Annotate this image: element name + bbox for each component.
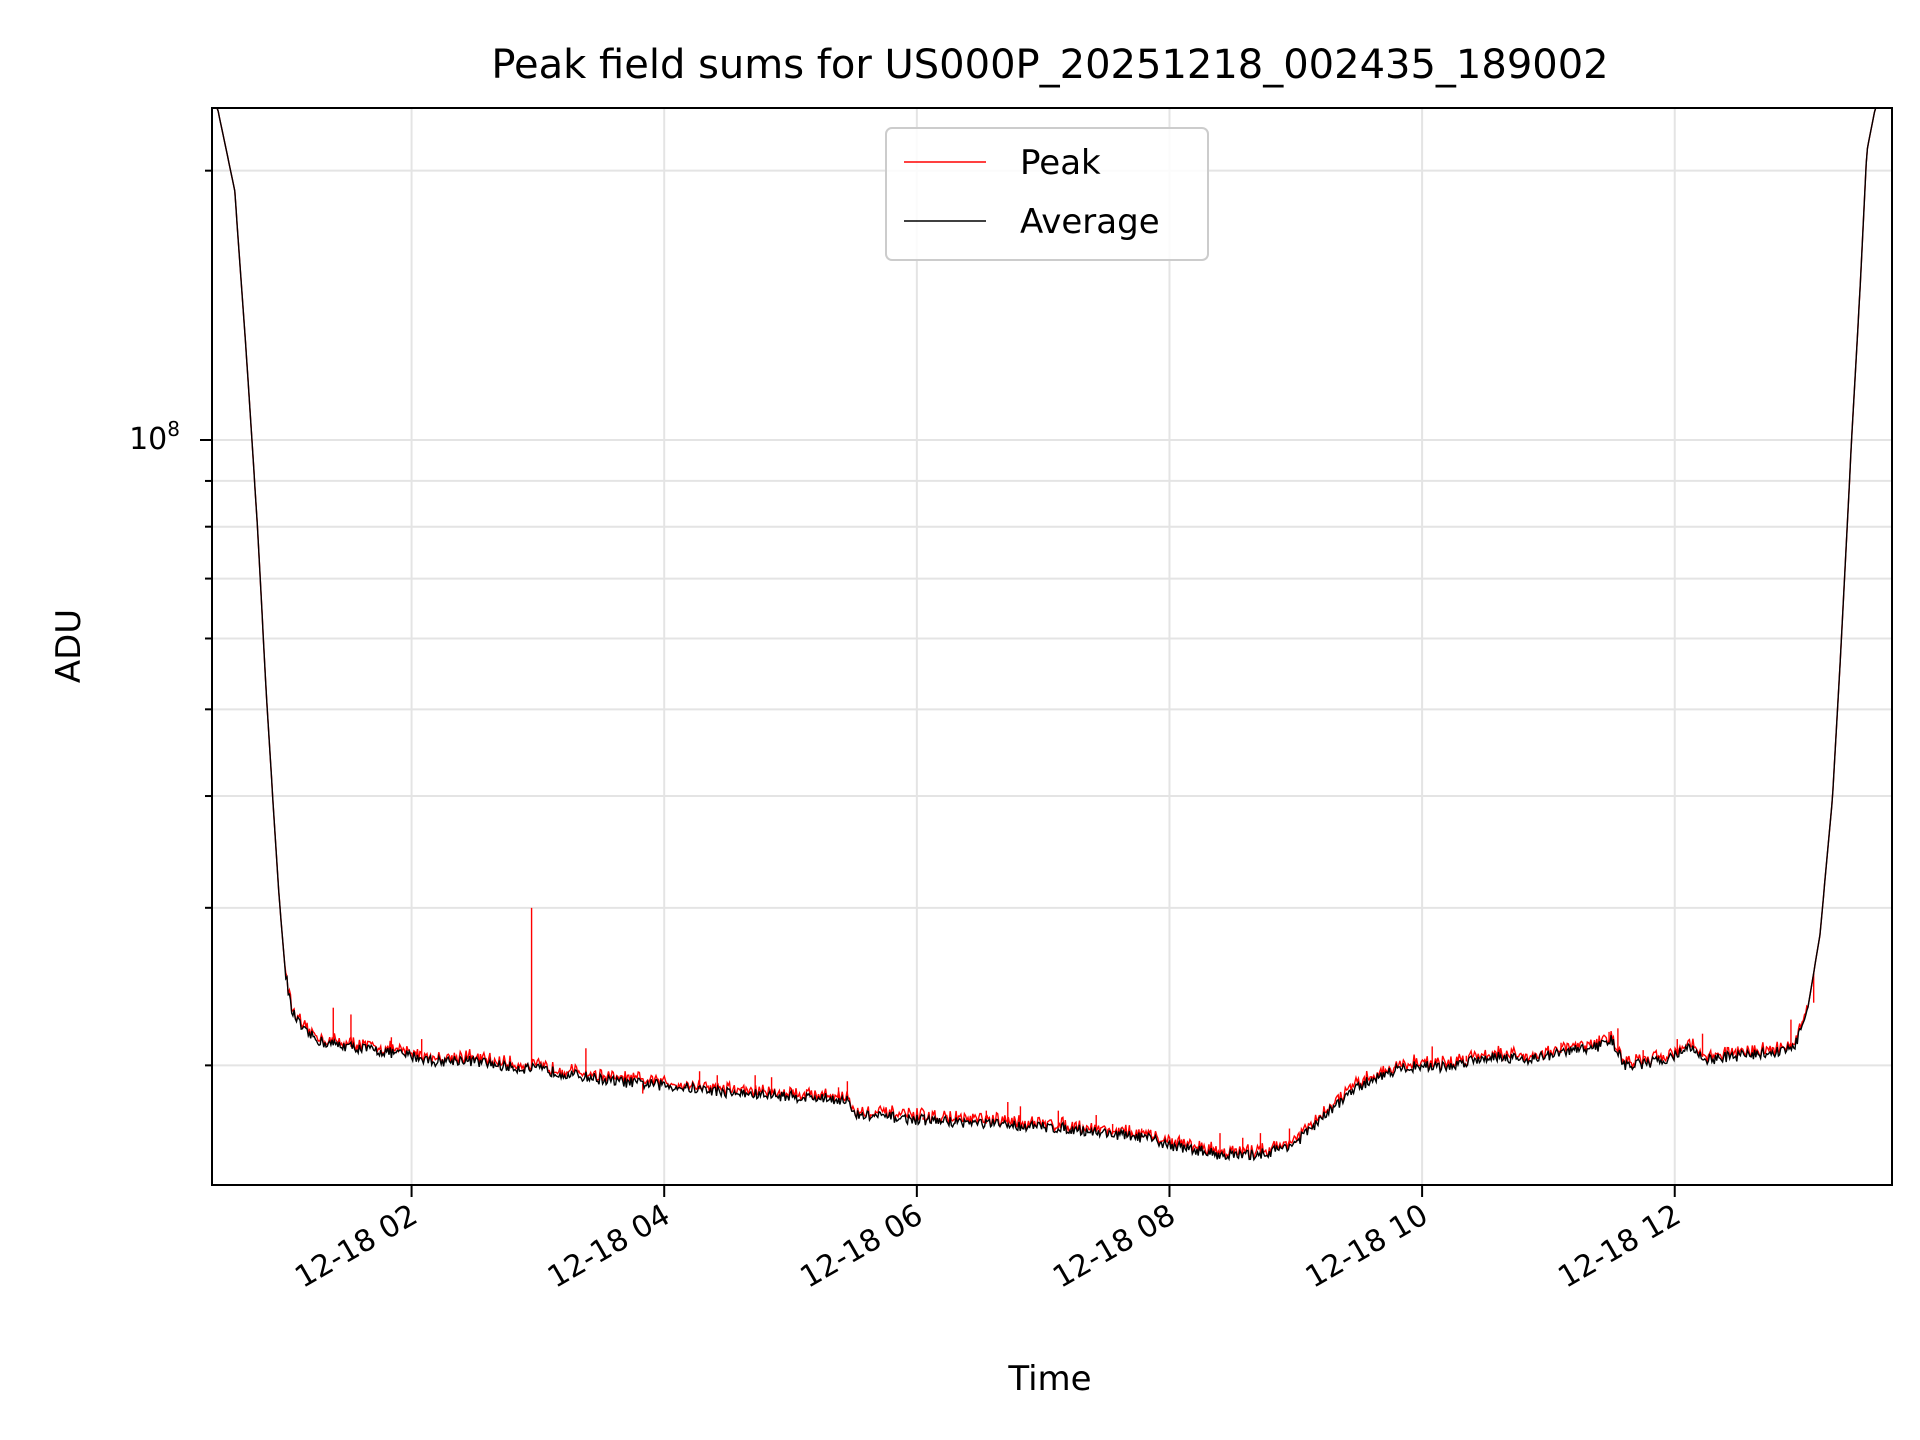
- x-tick-label: 12-18 10: [1300, 1198, 1434, 1296]
- y-axis-label: ADU: [49, 609, 89, 683]
- x-tick-label: 12-18 04: [542, 1198, 676, 1296]
- legend-peak-label: Peak: [1020, 143, 1101, 183]
- x-tick-label: 12-18 12: [1552, 1198, 1686, 1296]
- plot-frame: [211, 107, 1893, 1186]
- x-tick-label: 12-18 08: [1047, 1198, 1181, 1296]
- average-series-line: [215, 107, 1877, 1162]
- legend-average-label: Average: [1020, 202, 1160, 242]
- ticks: 12-18 02 12-18 04 12-18 06 12-18 08 12-18 10…: [200, 169, 1687, 1296]
- x-tick-label: 12-18 06: [795, 1198, 929, 1296]
- y-tick-label: 108: [129, 417, 180, 457]
- grid: [212, 108, 1892, 1185]
- peak-series-line: [215, 107, 1877, 1161]
- x-axis-label: Time: [1007, 1359, 1091, 1399]
- chart-title: Peak field sums for US000P_20251218_0024…: [491, 42, 1608, 88]
- legend: Peak Average: [885, 127, 1209, 261]
- x-tick-label: 12-18 02: [289, 1198, 423, 1296]
- peak-series-layer: [215, 107, 1877, 1161]
- average-series-layer: [215, 107, 1877, 1162]
- legend-box: [885, 127, 1209, 261]
